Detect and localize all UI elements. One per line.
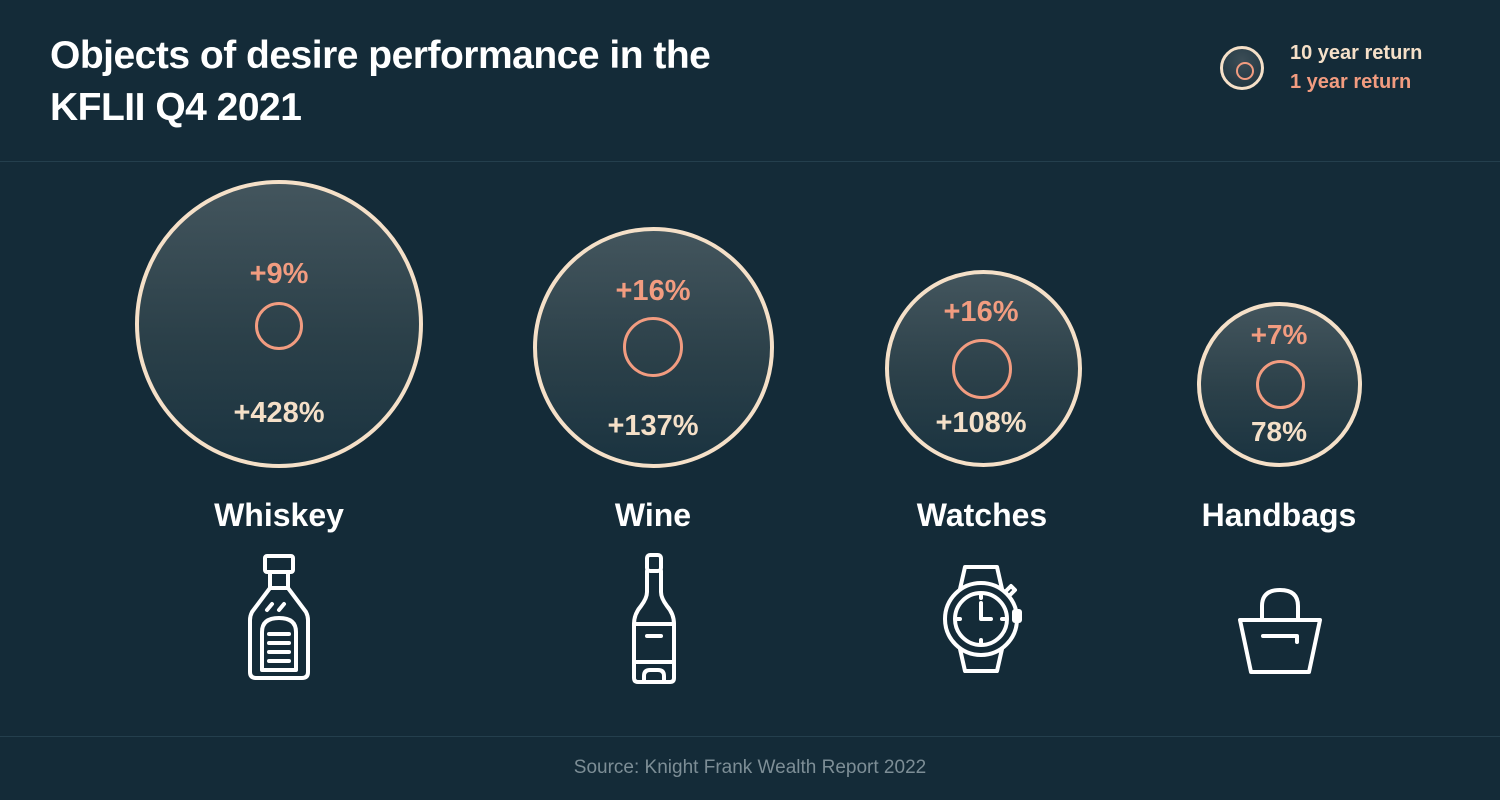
one-year-label-handbags: +7%: [1250, 319, 1308, 350]
page-title: Objects of desire performance in the KFL…: [50, 34, 711, 129]
source-note: Source: Knight Frank Wealth Report 2022: [573, 757, 927, 778]
inner-circle-wine: [623, 317, 683, 377]
ten-year-label-handbags: 78%: [1250, 416, 1308, 447]
category-label-handbags: Handbags: [1201, 497, 1357, 533]
handbag-icon: [1238, 588, 1322, 674]
legend-inner-circle-icon: [1236, 62, 1254, 80]
category-label-whiskey: Whiskey: [214, 497, 344, 533]
legend: 10 year return 1 year return: [1220, 42, 1470, 96]
wine-bottle-icon: [632, 553, 676, 684]
inner-circle-watches: [952, 339, 1012, 399]
footer-divider: [0, 736, 1500, 737]
legend-one-year-label: 1 year return: [1290, 71, 1412, 93]
one-year-label-watches: +16%: [943, 296, 1019, 328]
legend-ten-year-label: 10 year return: [1290, 42, 1423, 64]
legend-bubble-icon: [1220, 46, 1264, 90]
one-year-label-whiskey: +9%: [249, 258, 309, 290]
inner-circle-handbags: [1256, 360, 1305, 409]
one-year-label-wine: +16%: [615, 275, 691, 307]
whiskey-bottle-icon: [248, 554, 310, 680]
wristwatch-icon: [943, 565, 1022, 673]
ten-year-label-wine: +137%: [607, 410, 699, 442]
category-label-watches: Watches: [916, 497, 1048, 533]
header-divider: [0, 161, 1500, 162]
ten-year-label-watches: +108%: [935, 407, 1027, 439]
inner-circle-whiskey: [255, 302, 303, 350]
category-label-wine: Wine: [614, 497, 692, 533]
ten-year-label-whiskey: +428%: [233, 397, 325, 429]
